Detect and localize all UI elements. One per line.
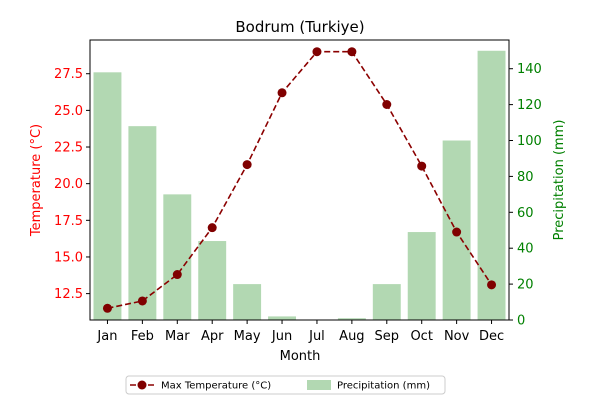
legend-marker-swatch: [137, 380, 147, 390]
plot-area: [89, 39, 510, 321]
temperature-point-aug: [347, 47, 357, 57]
precipitation-bar-mar: [163, 194, 192, 320]
right-y-tick-label: 0: [517, 314, 525, 329]
x-tick-label-mar: Mar: [165, 329, 190, 344]
left-y-tick-label: 15.0: [54, 250, 83, 265]
legend-box: [125, 375, 446, 395]
x-tick-label-may: May: [234, 329, 261, 344]
legend-bar-swatch: [307, 380, 331, 390]
precipitation-bar-aug: [337, 318, 366, 320]
temperature-point-nov: [452, 227, 462, 237]
right-y-axis-title: Precipitation (mm): [552, 120, 567, 241]
x-axis-title: Month: [280, 349, 321, 364]
left-y-tick-label: 17.5: [54, 214, 83, 229]
x-tick-label-apr: Apr: [201, 329, 224, 344]
left-y-tick-label: 25.0: [54, 104, 83, 119]
temperature-point-jul: [312, 47, 322, 57]
x-axis: Jan Feb Mar Apr May Jun Jul Aug Sep Oct Nov Dec: [96, 320, 504, 344]
precipitation-bar-feb: [128, 126, 157, 321]
x-tick-label-nov: Nov: [444, 329, 470, 344]
left-y-tick-label: 27.5: [54, 67, 83, 82]
chart-title: Bodrum (Turkiye): [235, 18, 364, 36]
temperature-point-dec: [487, 280, 497, 290]
temperature-point-mar: [172, 270, 182, 280]
right-y-axis: 0 20 40 60 80 100 120 140: [509, 62, 542, 329]
precipitation-bar-sep: [372, 284, 401, 320]
right-y-tick-label: 20: [517, 278, 534, 293]
temperature-point-may: [242, 160, 252, 170]
legend: Max Temperature (°C) Precipitation (mm): [125, 375, 446, 395]
right-y-tick-label: 80: [517, 170, 534, 185]
left-y-axis: 12.5 15.0 17.5 20.0 22.5 25.0 27.5: [54, 67, 90, 302]
x-tick-label-sep: Sep: [375, 329, 400, 344]
temperature-point-jan: [102, 303, 112, 313]
legend-label-precipitation: Precipitation (mm): [337, 381, 430, 392]
legend-label-temperature: Max Temperature (°C): [161, 381, 271, 392]
right-y-tick-label: 60: [517, 206, 534, 221]
temperature-line: [107, 50, 493, 310]
precipitation-bar-dec: [477, 50, 506, 321]
precipitation-bar-jun: [268, 316, 296, 320]
x-tick-label-feb: Feb: [131, 329, 154, 344]
x-tick-label-jan: Jan: [96, 329, 117, 344]
temperature-point-sep: [382, 100, 392, 109]
x-tick-label-oct: Oct: [410, 329, 432, 344]
x-tick-label-aug: Aug: [339, 329, 364, 344]
precipitation-bar-jan: [93, 72, 122, 320]
precipitation-bar-apr: [198, 241, 227, 320]
x-tick-label-jun: Jun: [271, 329, 292, 344]
x-tick-label-dec: Dec: [479, 329, 504, 344]
right-y-tick-label: 100: [517, 134, 542, 149]
right-y-tick-label: 140: [517, 62, 542, 77]
left-y-tick-label: 12.5: [54, 287, 83, 302]
precipitation-bar-may: [233, 284, 262, 320]
right-y-tick-label: 40: [517, 242, 534, 257]
x-tick-label-jul: Jul: [308, 329, 325, 344]
plot-frame: [89, 39, 510, 321]
left-y-axis-title: Temperature (°C): [29, 124, 44, 237]
left-y-tick-label: 22.5: [54, 141, 83, 156]
temperature-point-feb: [137, 296, 147, 306]
precipitation-bar-oct: [407, 232, 436, 320]
left-y-tick-label: 20.0: [54, 177, 83, 192]
temperature-point-jun: [277, 88, 287, 98]
temperature-point-oct: [417, 161, 427, 171]
temperature-point-apr: [207, 223, 217, 233]
right-y-tick-label: 120: [517, 98, 542, 113]
